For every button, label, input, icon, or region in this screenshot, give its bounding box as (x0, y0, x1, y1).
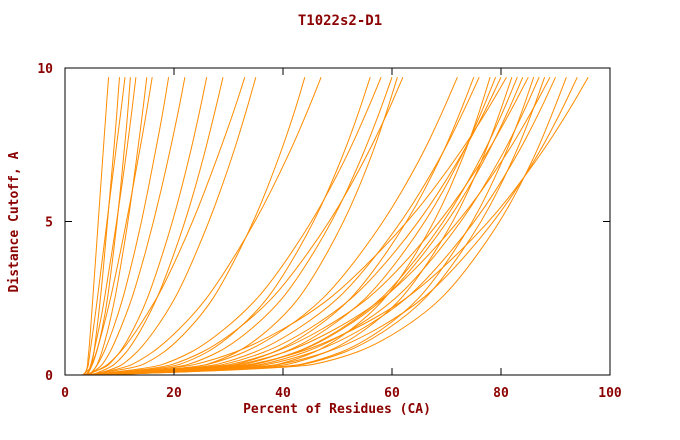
x-axis-label: Percent of Residues (CA) (243, 402, 431, 417)
x-tick-label: 40 (275, 386, 291, 401)
model-curve (85, 76, 480, 376)
model-curve (92, 77, 567, 376)
model-curve (84, 76, 529, 376)
model-curve (90, 76, 507, 376)
chart-title: T1022s2-D1 (298, 13, 382, 29)
model-curve (86, 77, 120, 376)
model-curve (87, 77, 497, 376)
model-curve (85, 76, 551, 376)
model-curve (90, 77, 371, 376)
y-axis-label: Distance Cutoff, A (7, 151, 22, 292)
y-tick-label: 10 (37, 62, 53, 77)
model-curves (82, 76, 589, 376)
model-curve (93, 77, 535, 376)
x-tick-label: 0 (61, 386, 69, 401)
model-curve (87, 77, 137, 376)
model-curve (87, 76, 540, 376)
model-curve (91, 77, 546, 376)
model-curve (91, 77, 393, 376)
model-curve (84, 77, 306, 376)
model-curve (85, 77, 153, 376)
plot-frame (64, 67, 611, 376)
x-tick-label: 20 (166, 386, 182, 401)
x-tick-label: 60 (384, 386, 400, 401)
model-curve (92, 77, 257, 376)
model-curve (83, 77, 126, 376)
model-curve (84, 77, 110, 376)
model-curve (89, 76, 556, 376)
model-curve (85, 76, 589, 376)
model-curve (87, 77, 186, 376)
x-tick-label: 100 (598, 386, 622, 401)
model-curve (88, 77, 322, 376)
model-curve (84, 76, 502, 376)
model-curve (88, 77, 524, 376)
model-curve (88, 77, 404, 376)
model-curve (92, 77, 513, 376)
x-tick-label: 80 (493, 386, 509, 401)
model-curve (86, 77, 518, 376)
model-curve (91, 77, 224, 376)
y-tick-label: 0 (45, 369, 53, 384)
model-curve (88, 77, 170, 376)
model-curve (85, 77, 382, 376)
model-curve (86, 77, 246, 376)
axis-ticks: 0 20 40 60 80 100 0 5 10 (37, 62, 622, 401)
model-curve (89, 77, 148, 376)
model-curve (82, 77, 131, 376)
y-tick-label: 5 (45, 216, 53, 231)
model-curve (87, 76, 578, 376)
model-curve (86, 77, 458, 376)
model-curve (83, 77, 208, 376)
